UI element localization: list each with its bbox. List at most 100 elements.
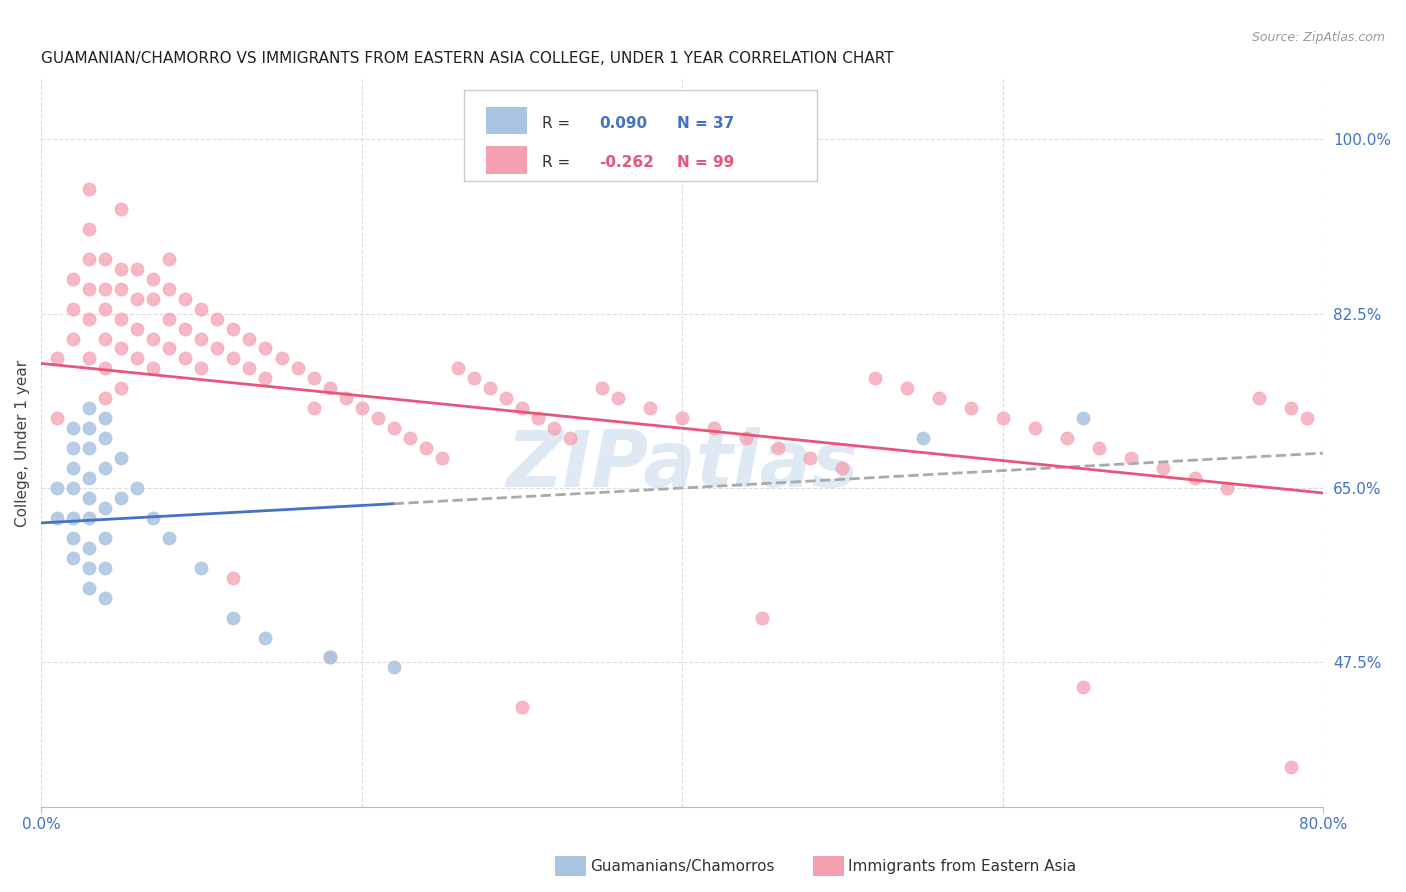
Point — [1024, 421, 1046, 435]
Point — [46, 351, 69, 366]
Point — [1216, 481, 1239, 495]
Point — [302, 371, 325, 385]
Point — [77, 491, 100, 505]
Point — [110, 202, 132, 216]
Point — [77, 561, 100, 575]
Point — [735, 431, 758, 445]
Point — [222, 351, 245, 366]
Point — [415, 441, 437, 455]
Point — [318, 650, 340, 665]
Point — [254, 371, 277, 385]
Point — [157, 531, 180, 545]
Point — [127, 481, 149, 495]
Point — [510, 700, 533, 714]
Point — [77, 282, 100, 296]
Point — [190, 561, 212, 575]
Point — [382, 421, 405, 435]
Point — [254, 342, 277, 356]
Point — [94, 411, 117, 425]
Point — [127, 261, 149, 276]
Text: -0.262: -0.262 — [599, 155, 654, 170]
Bar — [486, 146, 527, 174]
Point — [928, 392, 950, 406]
Point — [77, 441, 100, 455]
Text: R =: R = — [543, 116, 575, 131]
Point — [318, 650, 340, 665]
Point — [1071, 681, 1094, 695]
Point — [190, 331, 212, 345]
Bar — [486, 107, 527, 135]
Point — [94, 500, 117, 515]
Point — [463, 371, 485, 385]
Point — [207, 311, 229, 326]
Point — [62, 271, 84, 285]
Point — [110, 342, 132, 356]
Point — [270, 351, 292, 366]
Point — [398, 431, 420, 445]
Point — [831, 461, 853, 475]
Point — [77, 511, 100, 525]
Point — [157, 342, 180, 356]
Point — [46, 481, 69, 495]
Point — [62, 301, 84, 316]
Point — [62, 331, 84, 345]
Point — [302, 401, 325, 416]
Point — [94, 282, 117, 296]
Point — [318, 381, 340, 395]
Text: N = 99: N = 99 — [678, 155, 734, 170]
Point — [94, 431, 117, 445]
Point — [222, 321, 245, 335]
Point — [127, 351, 149, 366]
Point — [959, 401, 981, 416]
Point — [110, 381, 132, 395]
Point — [77, 182, 100, 196]
Text: 0.090: 0.090 — [599, 116, 647, 131]
Point — [703, 421, 725, 435]
Point — [591, 381, 613, 395]
Point — [638, 401, 661, 416]
Point — [510, 401, 533, 416]
Point — [94, 301, 117, 316]
Point — [157, 252, 180, 266]
Point — [238, 331, 260, 345]
Point — [62, 441, 84, 455]
Point — [94, 361, 117, 376]
Point — [367, 411, 389, 425]
Point — [1056, 431, 1078, 445]
Point — [671, 411, 693, 425]
Point — [1249, 392, 1271, 406]
Point — [77, 252, 100, 266]
Point — [382, 660, 405, 674]
Point — [110, 261, 132, 276]
Point — [430, 451, 453, 466]
Point — [77, 351, 100, 366]
Point — [478, 381, 501, 395]
Point — [350, 401, 373, 416]
Point — [238, 361, 260, 376]
Point — [142, 511, 165, 525]
Point — [127, 292, 149, 306]
Text: GUAMANIAN/CHAMORRO VS IMMIGRANTS FROM EASTERN ASIA COLLEGE, UNDER 1 YEAR CORRELA: GUAMANIAN/CHAMORRO VS IMMIGRANTS FROM EA… — [41, 51, 894, 66]
Text: Immigrants from Eastern Asia: Immigrants from Eastern Asia — [848, 859, 1076, 873]
Point — [142, 292, 165, 306]
Point — [77, 541, 100, 555]
Point — [1119, 451, 1142, 466]
Point — [543, 421, 565, 435]
Point — [142, 271, 165, 285]
Point — [190, 361, 212, 376]
Point — [157, 311, 180, 326]
Point — [110, 282, 132, 296]
Point — [1184, 471, 1206, 485]
Point — [77, 581, 100, 595]
Point — [896, 381, 918, 395]
Point — [1088, 441, 1111, 455]
Y-axis label: College, Under 1 year: College, Under 1 year — [15, 359, 30, 527]
Point — [287, 361, 309, 376]
Point — [62, 550, 84, 565]
Point — [447, 361, 470, 376]
Point — [110, 491, 132, 505]
Point — [94, 591, 117, 605]
Point — [142, 361, 165, 376]
Point — [46, 411, 69, 425]
Point — [1296, 411, 1319, 425]
